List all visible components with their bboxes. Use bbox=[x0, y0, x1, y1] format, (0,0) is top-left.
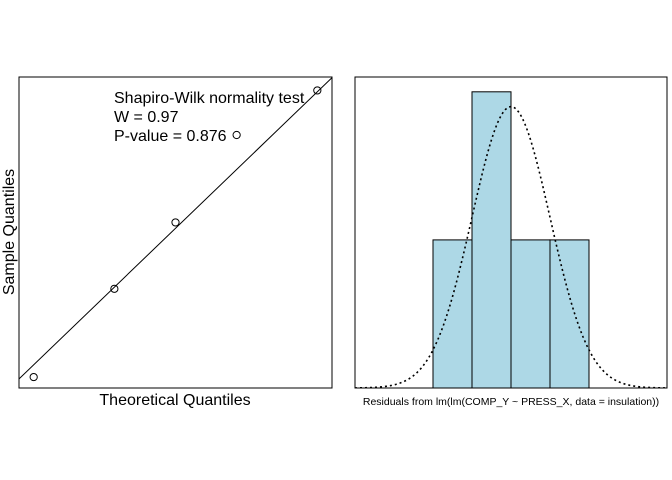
histogram-x-axis-label: Residuals from lm(lm(COMP_Y ~ PRESS_X, d… bbox=[363, 396, 659, 408]
qq-x-axis-label: Theoretical Quantiles bbox=[99, 392, 250, 409]
qq-point-2 bbox=[110, 284, 119, 293]
qq-annotation-line-1: Shapiro-Wilk normality test bbox=[114, 90, 305, 107]
density-curve bbox=[355, 105, 667, 388]
histogram-bar-3 bbox=[510, 239, 551, 389]
qq-point-4 bbox=[232, 130, 241, 140]
histogram-frame bbox=[354, 76, 668, 389]
qq-annotation-line-3: P-value = 0.876 bbox=[114, 128, 227, 145]
histogram-bar-1 bbox=[432, 239, 473, 389]
histogram-bars bbox=[432, 91, 590, 389]
qq-y-axis-label: Sample Quantiles bbox=[1, 169, 18, 295]
qq-plot-frame bbox=[18, 76, 333, 389]
histogram-panel: Residuals from lm(lm(COMP_Y ~ PRESS_X, d… bbox=[354, 76, 668, 408]
qq-point-3 bbox=[171, 218, 180, 227]
qq-point-5 bbox=[313, 86, 322, 95]
qq-plot-panel: Shapiro-Wilk normality test W = 0.97 P-v… bbox=[1, 76, 333, 409]
qq-point-1 bbox=[29, 372, 38, 382]
histogram-bar-2 bbox=[471, 91, 512, 389]
qq-annotation-line-2: W = 0.97 bbox=[114, 109, 179, 126]
qq-reference-line bbox=[19, 77, 332, 380]
histogram-bar-4 bbox=[549, 239, 590, 389]
qq-points bbox=[29, 86, 322, 382]
